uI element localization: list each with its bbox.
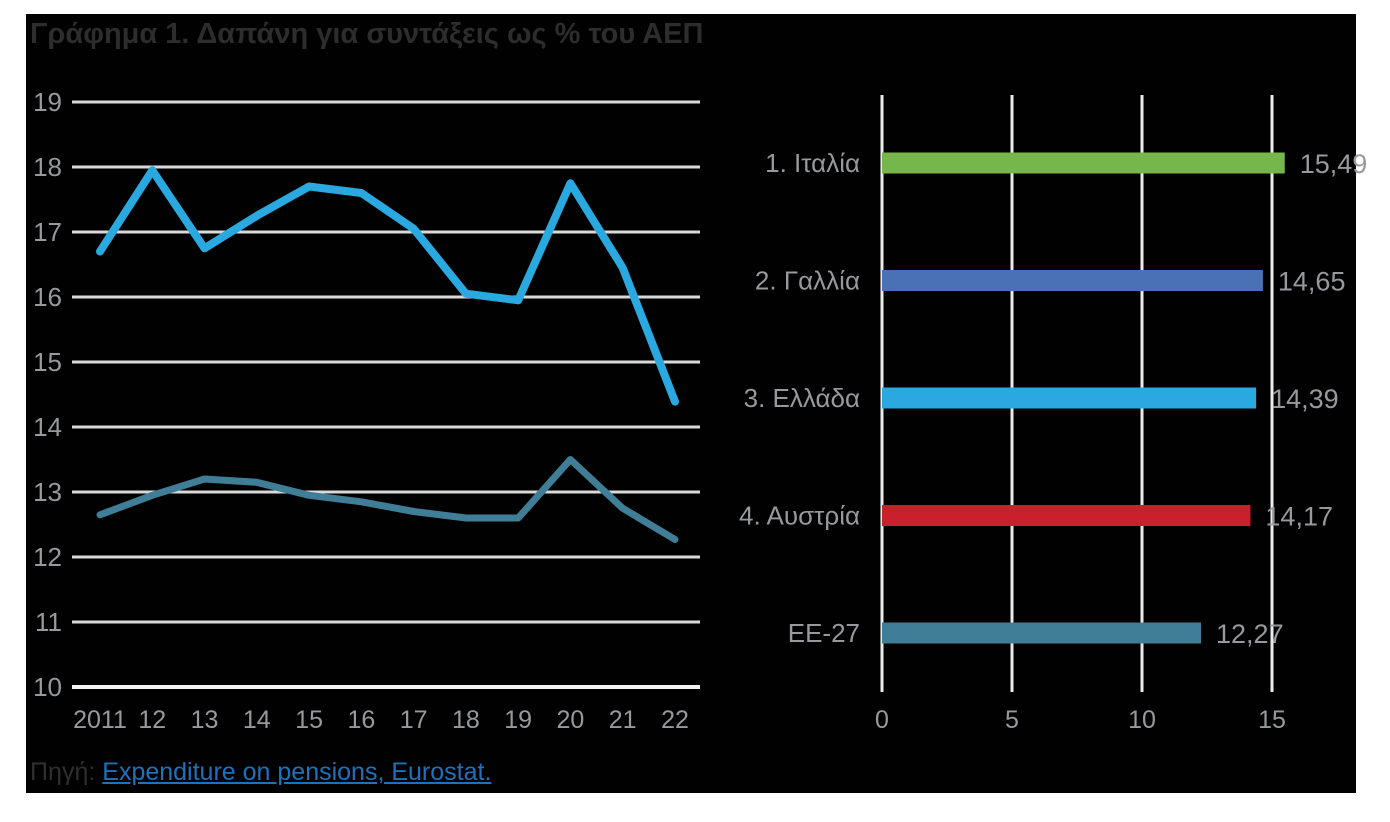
source-label: Πηγή:	[30, 758, 96, 786]
source-link[interactable]: Expenditure on pensions, Eurostat.	[102, 758, 492, 786]
chart-title: Γράφημα 1. Δαπάνη για συντάξεις ως % του…	[30, 18, 704, 50]
source-caption: Πηγή: Expenditure on pensions, Eurostat.	[30, 758, 491, 787]
chart-panel	[26, 14, 1356, 793]
